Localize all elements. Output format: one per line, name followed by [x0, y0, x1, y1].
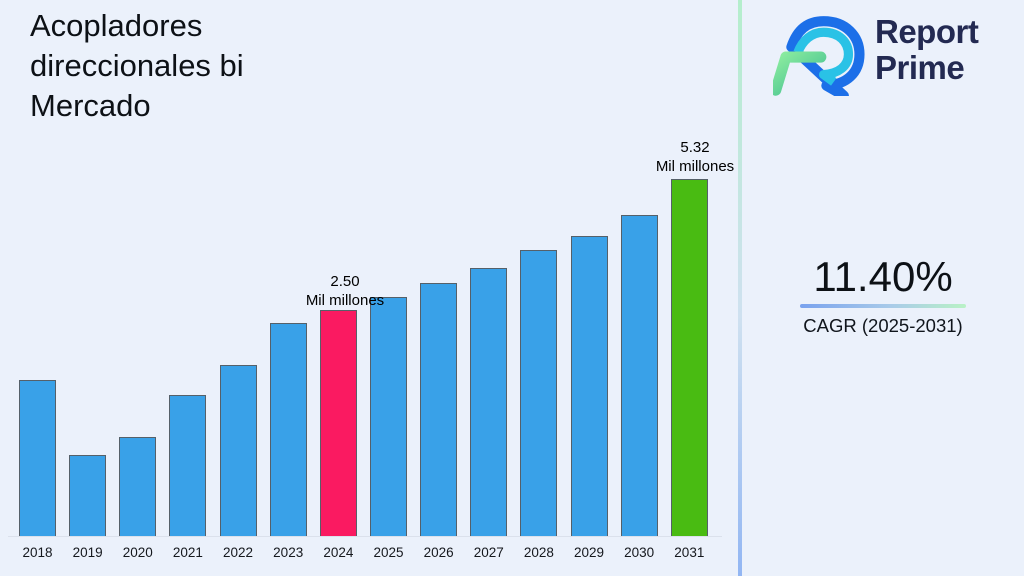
cagr-label: CAGR (2025-2031) [803, 315, 963, 336]
x-tick-2028: 2028 [523, 545, 554, 560]
bar-2029 [570, 236, 608, 536]
report-prime-logo-icon [773, 16, 865, 96]
logo-wordmark: Report Prime [875, 13, 979, 96]
annotation-2024-unit: Mil millones [305, 292, 385, 309]
annotation-2024: 2.50 Mil millones [285, 272, 405, 310]
bar-2019 [69, 455, 107, 536]
bar-2023 [269, 323, 307, 536]
annotation-2031-value: 5.32 [680, 139, 710, 156]
page-title: Acopladores direccionales bi Mercado [30, 8, 244, 123]
x-tick-2021: 2021 [172, 545, 203, 560]
x-tick-2026: 2026 [423, 545, 454, 560]
bar-chart: 2018 2019 2020 2021 2022 2023 2024 2025 2026 2027… [8, 139, 734, 560]
report-prime-logo: Report Prime [773, 8, 979, 96]
logo-word-prime: Prime [875, 49, 965, 86]
x-tick-2020: 2020 [122, 545, 153, 560]
x-tick-2029: 2029 [574, 545, 605, 560]
bar-2018 [19, 380, 56, 536]
annotation-2031: 5.32 Mil millones [635, 138, 755, 176]
bar-2024 [319, 310, 357, 536]
annotation-2024-value: 2.50 [330, 273, 360, 290]
bar-2025 [369, 297, 407, 536]
bar-2022 [219, 365, 257, 536]
x-tick-2022: 2022 [223, 545, 254, 560]
logo-word-report: Report [875, 13, 979, 50]
x-tick-2027: 2027 [473, 545, 504, 560]
x-axis-line [8, 536, 722, 537]
x-tick-2024: 2024 [323, 545, 354, 560]
bar-2030 [620, 215, 658, 536]
annotation-2031-unit: Mil millones [655, 158, 735, 175]
bar-2028 [520, 250, 558, 536]
bars-container [19, 176, 708, 536]
bar-2020 [119, 437, 157, 536]
x-axis-labels: 2018 2019 2020 2021 2022 2023 2024 2025 2026 2027… [19, 545, 708, 560]
x-tick-2019: 2019 [72, 545, 103, 560]
bar-2027 [470, 268, 508, 536]
bar-2031 [670, 179, 708, 536]
cagr-panel: 11.40% CAGR (2025-2031) [798, 255, 968, 337]
x-tick-2031: 2031 [674, 545, 705, 560]
x-tick-2023: 2023 [273, 545, 304, 560]
x-tick-2025: 2025 [373, 545, 404, 560]
bar-2021 [169, 395, 207, 536]
bar-2026 [420, 283, 458, 536]
panel-divider [738, 0, 742, 576]
x-tick-2030: 2030 [624, 545, 655, 560]
x-tick-2018: 2018 [22, 545, 53, 560]
cagr-underline [800, 304, 966, 308]
cagr-value: 11.40% [813, 253, 953, 300]
